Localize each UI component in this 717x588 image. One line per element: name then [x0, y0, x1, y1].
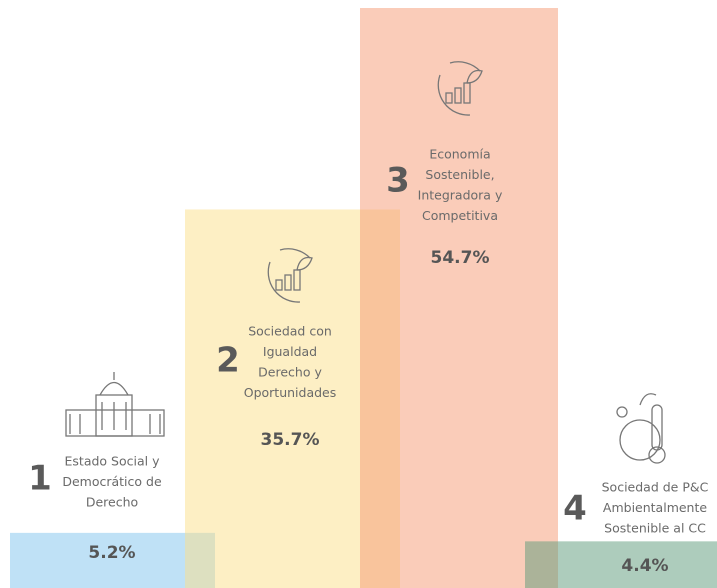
category-number: 4 — [563, 489, 587, 529]
category-number: 3 — [386, 161, 410, 201]
category-number: 2 — [216, 341, 240, 381]
category-label: Sociedad de P&C — [602, 480, 709, 495]
category-label: Sostenible al CC — [604, 521, 706, 536]
icon-growth — [437, 61, 483, 116]
category-label: Derecho y — [258, 365, 322, 380]
value-label: 35.7% — [261, 430, 320, 450]
bar — [360, 8, 558, 588]
bar — [10, 532, 215, 588]
icon-growth — [267, 248, 313, 303]
category-label: Competitiva — [422, 208, 498, 223]
category-number: 1 — [28, 459, 52, 499]
bar — [525, 541, 717, 588]
value-label: 4.4% — [621, 556, 668, 576]
value-label: 5.2% — [88, 543, 135, 563]
category-label: Derecho — [86, 495, 138, 510]
value-label: 54.7% — [431, 248, 490, 268]
category-label: Economía — [429, 147, 490, 162]
category-label: Igualdad — [263, 344, 317, 359]
category-label: Estado Social y — [65, 454, 161, 469]
category-label: Democrático de — [62, 474, 162, 489]
category-label: Sostenible, — [425, 167, 494, 182]
category-label: Integradora y — [418, 188, 503, 203]
category-label: Ambientalmente — [603, 500, 707, 515]
bars — [10, 8, 717, 588]
category-label: Sociedad con — [248, 324, 332, 339]
icon-capitol — [65, 372, 165, 437]
category-label: Oportunidades — [244, 385, 337, 400]
icon-earth-thermometer — [616, 393, 666, 464]
